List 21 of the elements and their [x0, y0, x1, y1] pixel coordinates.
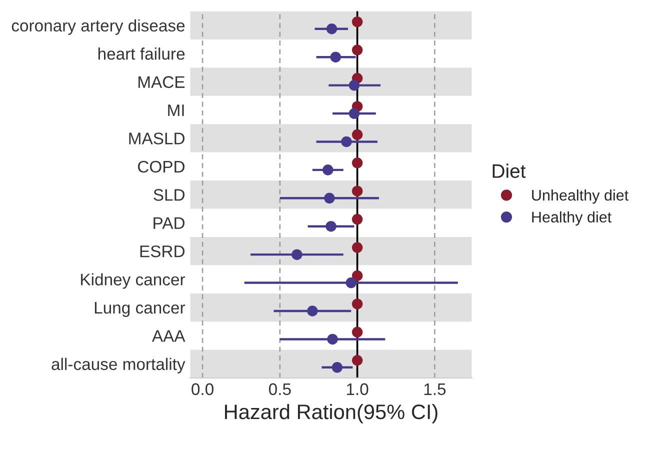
y-tick-label: MASLD: [129, 132, 184, 144]
x-tick-label: 1.0: [346, 383, 368, 396]
y-tick-label: SLD: [154, 189, 184, 201]
y-tick-label: ESRD: [140, 245, 184, 258]
y-tick-label: coronary artery disease: [12, 19, 185, 35]
y-tick-label: heart failure: [98, 48, 185, 60]
y-tick-label: AAA: [152, 330, 186, 342]
x-axis-title: Hazard Ration(95% CI): [225, 404, 438, 424]
legend-label: Healthy diet: [532, 211, 612, 226]
y-tick-label: COPD: [138, 160, 184, 173]
y-tick-label: Lung cancer: [94, 302, 186, 317]
y-tick-label: all-cause mortality: [52, 358, 186, 374]
x-tick-label: 0.0: [192, 383, 214, 396]
x-tick-label: 0.5: [268, 383, 291, 396]
y-tick-label: Kidney cancer: [81, 273, 186, 289]
x-tick-label: 1.5: [424, 383, 446, 396]
legend-title: Diet: [492, 164, 526, 178]
legend-label: Unhealthy diet: [532, 189, 628, 204]
y-tick-label: PAD: [154, 217, 184, 229]
y-tick-label: MI: [168, 104, 184, 116]
y-tick-label: MACE: [138, 76, 185, 88]
